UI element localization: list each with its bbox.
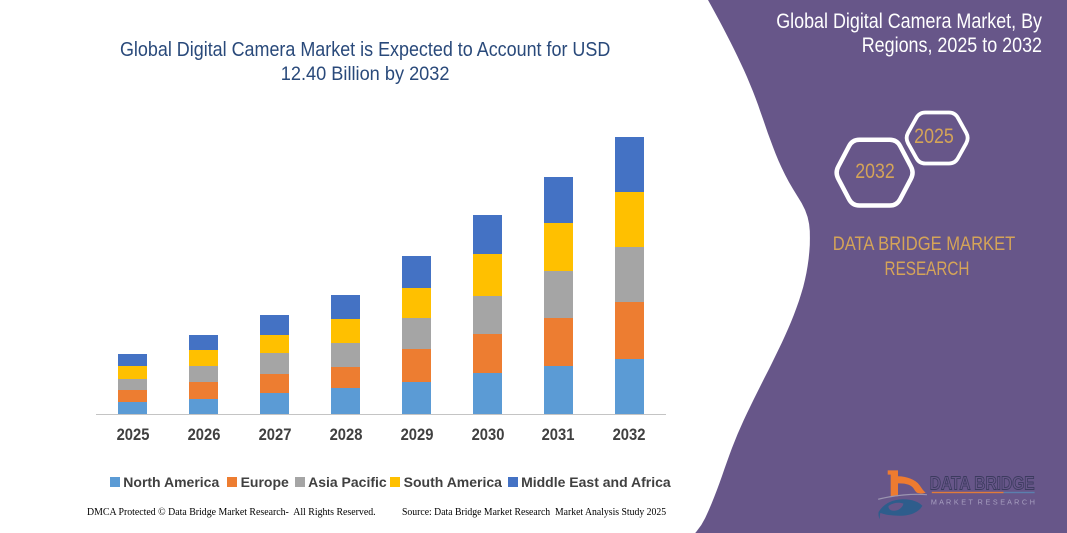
svg-text:DATA BRIDGE: DATA BRIDGE: [930, 473, 1035, 494]
svg-text:M A R K E T R E S E A R C H: M A R K E T R E S E A R C H: [931, 497, 1035, 506]
